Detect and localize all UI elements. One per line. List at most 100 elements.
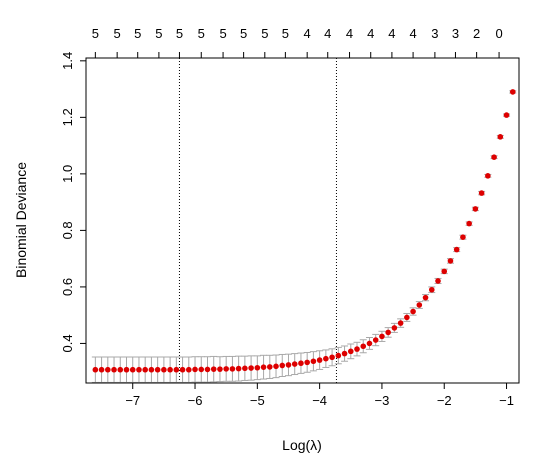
data-point [229,366,236,372]
data-point [210,366,217,372]
top-tick-label: 4 [388,26,395,41]
data-point [129,366,136,373]
data-point [298,360,304,367]
data-point [347,348,354,355]
data-point [335,352,342,359]
y-tick-label: 1.4 [60,52,75,70]
data-point [422,294,429,301]
y-tick-label: 0.4 [60,334,75,352]
y-tick-label: 0.6 [60,278,75,296]
data-point [223,366,229,372]
data-point [254,364,261,371]
data-point [310,358,317,365]
top-tick-label: 5 [198,26,205,41]
data-point [304,359,310,366]
x-axis: −7 −6 −5 −4 −3 −2 −1 [125,383,514,408]
data-point [148,366,155,373]
data-point [453,246,460,253]
data-point [472,206,479,212]
top-tick-label: 5 [114,26,121,41]
x-tick-label: −6 [188,393,203,408]
data-point [260,364,267,370]
data-point [441,268,448,275]
data-point [491,154,497,160]
data-point [167,366,173,373]
data-point [136,366,142,373]
data-point [92,366,99,373]
y-axis-title: Binomial Deviance [13,162,29,278]
data-point [111,366,117,373]
data-point [316,357,323,363]
data-point [404,314,410,321]
data-point [192,366,198,373]
data-point [497,134,504,140]
data-point [447,258,454,264]
data-point [460,234,466,240]
data-point [397,320,404,326]
data-point [341,350,348,357]
data-point [123,366,130,373]
y-axis: 0.4 0.6 0.8 1.0 1.2 1.4 [60,52,86,352]
plot-frame [85,57,520,384]
data-point [329,354,335,361]
top-tick-label: 2 [473,26,480,41]
top-tick-label: 4 [409,26,416,41]
top-tick-label: 3 [431,26,438,41]
x-tick-label: −3 [375,393,390,408]
data-point [478,190,485,196]
top-tick-label: 5 [92,26,99,41]
data-point [466,220,472,227]
data-point [161,366,167,373]
data-point [410,308,416,315]
y-tick-label: 1.0 [60,165,75,183]
data-point [273,363,279,370]
data-point [503,112,510,118]
data-point [360,343,367,350]
data-point [285,362,292,368]
data-point [485,173,491,179]
data-point [509,89,516,95]
data-point [235,365,242,372]
top-tick-label: 5 [176,26,183,41]
top-tick-label: 4 [304,26,311,41]
x-axis-title: Log(λ) [282,437,322,453]
x-tick-label: −2 [437,393,452,408]
data-point [354,346,360,352]
top-tick-label: 4 [346,26,353,41]
data-point [142,366,148,373]
data-point [173,366,180,373]
data-point [198,366,205,373]
data-point [217,366,223,372]
data-point [98,366,105,373]
data-point [279,362,286,369]
data-point [372,337,379,343]
top-tick-label: 4 [324,26,331,41]
top-tick-label: 5 [134,26,141,41]
y-tick-label: 0.8 [60,221,75,239]
y-tick-label: 1.2 [60,108,75,126]
x-tick-label: −5 [250,393,265,408]
data-point [385,329,391,336]
data-point [291,361,298,367]
data-point [379,333,385,340]
top-tick-label: 5 [219,26,226,41]
data-point [428,286,435,293]
x-tick-label: −1 [499,393,514,408]
data-point [185,366,192,373]
top-tick-label: 3 [452,26,459,41]
data-point [435,278,441,284]
top-tick-label: 4 [367,26,374,41]
top-tick-label: 5 [240,26,247,41]
data-point [179,366,186,373]
top-tick-label: 5 [282,26,289,41]
reference-lines [178,58,337,383]
data-point [366,340,373,347]
top-tick-label: 5 [155,26,162,41]
data-point [416,302,423,308]
x-tick-label: −4 [312,393,327,408]
data-point [105,366,111,373]
top-tick-label: 0 [495,26,502,41]
data-point [323,355,329,362]
